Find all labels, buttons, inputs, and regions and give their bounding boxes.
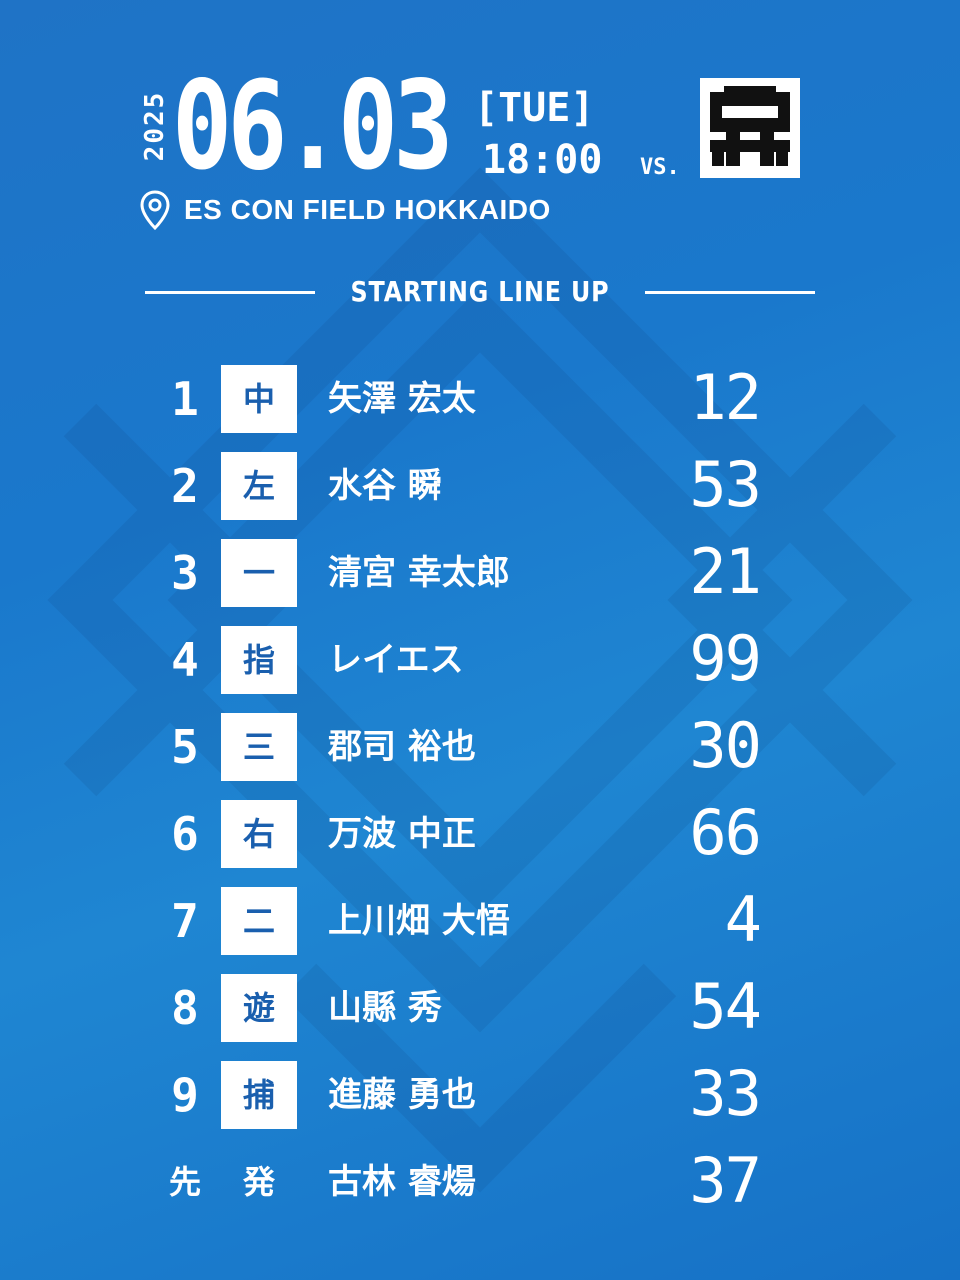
location-pin-icon [140,190,170,230]
day-of-week: [TUE] [474,85,595,131]
venue: ES CON FIELD HOKKAIDO [140,190,551,230]
batting-order: 8 [171,981,199,1035]
player-name: 郡司 裕也 [328,727,476,767]
starter-label-first: 先 [168,1163,201,1201]
game-date: 06.03 [172,55,453,197]
batting-order: 5 [171,720,199,774]
section-title: STARTING LINE UP [350,275,610,308]
lineup-row: 1 中 矢澤 宏太 12 [0,355,960,442]
uniform-number: 54 [689,970,762,1043]
lineup-row: 6 右 万波 中正 66 [0,790,960,877]
player-name: レイエス [328,640,464,680]
uniform-number: 53 [689,448,762,521]
lineup-row: 8 遊 山縣 秀 54 [0,964,960,1051]
batting-order: 6 [171,807,199,861]
player-name: 進藤 勇也 [328,1075,476,1115]
player-name: 上川畑 大悟 [328,901,510,941]
batting-order: 9 [171,1068,199,1122]
player-name: 万波 中正 [328,814,476,854]
lineup-row: 4 指 レイエス 99 [0,616,960,703]
tigers-logo-icon [700,78,800,178]
batting-order: 7 [171,894,199,948]
position-badge: 右 [221,800,297,868]
vs-label: VS. [640,155,680,180]
position-badge: 捕 [221,1061,297,1129]
player-name: 山縣 秀 [328,988,442,1028]
starting-pitcher-row: 先 発 古林 睿煬 37 [0,1138,960,1225]
player-name: 矢澤 宏太 [328,379,476,419]
uniform-number: 66 [689,796,762,869]
batting-order: 4 [171,633,199,687]
uniform-number: 21 [689,535,762,608]
game-time: 18:00 [482,137,603,183]
uniform-number: 30 [689,709,762,782]
position-badge: 一 [221,539,297,607]
position-badge: 左 [221,452,297,520]
uniform-number: 99 [689,622,762,695]
uniform-number: 4 [724,883,762,956]
uniform-number: 37 [689,1144,762,1217]
starter-label-second: 発 [242,1163,275,1201]
position-badge: 指 [221,626,297,694]
position-badge: 遊 [221,974,297,1042]
batting-order: 1 [171,372,199,426]
divider-left [145,291,315,294]
position-badge: 二 [221,887,297,955]
player-name: 清宮 幸太郎 [328,553,510,593]
batting-order: 2 [171,459,199,513]
season-year: 2025 [140,90,170,162]
lineup-row: 9 捕 進藤 勇也 33 [0,1051,960,1138]
batting-order: 3 [171,546,199,600]
uniform-number: 12 [689,361,762,434]
divider-right [645,291,815,294]
lineup-row: 7 二 上川畑 大悟 4 [0,877,960,964]
venue-name: ES CON FIELD HOKKAIDO [184,194,551,225]
position-badge: 三 [221,713,297,781]
lineup-row: 3 一 清宮 幸太郎 21 [0,529,960,616]
player-name: 水谷 瞬 [328,466,442,506]
lineup-row: 5 三 郡司 裕也 30 [0,703,960,790]
lineup-list: 1 中 矢澤 宏太 12 2 左 水谷 瞬 53 3 一 清宮 幸太郎 21 4… [0,355,960,1225]
position-badge: 中 [221,365,297,433]
uniform-number: 33 [689,1057,762,1130]
lineup-row: 2 左 水谷 瞬 53 [0,442,960,529]
player-name: 古林 睿煬 [328,1162,476,1202]
